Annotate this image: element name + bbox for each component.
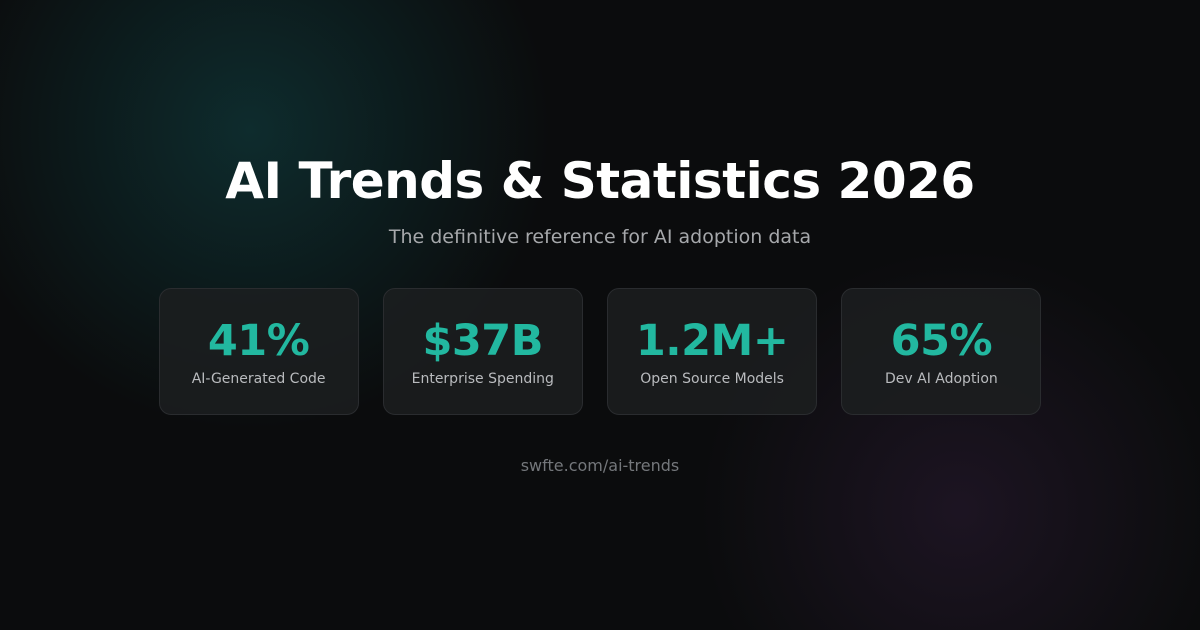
stat-card: $37B Enterprise Spending <box>382 288 583 415</box>
title: AI Trends & Statistics 2026 <box>225 152 975 210</box>
stat-card: 65% Dev AI Adoption <box>841 288 1042 415</box>
stat-label: Dev AI Adoption <box>884 371 998 387</box>
stat-value: $37B <box>422 316 544 366</box>
stat-value: 1.2M+ <box>635 316 789 366</box>
stat-label: AI-Generated Code <box>191 371 326 387</box>
stat-card: 41% AI-Generated Code <box>158 288 359 415</box>
stat-value: 65% <box>890 316 993 366</box>
subtitle: The definitive reference for AI adoption… <box>388 226 812 248</box>
stat-label: Open Source Models <box>640 371 784 387</box>
stat-value: 41% <box>207 316 310 366</box>
stat-label: Enterprise Spending <box>411 371 554 387</box>
stat-card: 1.2M+ Open Source Models <box>606 288 818 415</box>
url: swfte.com/ai-trends <box>520 456 680 475</box>
stat-cards: 41% AI-Generated Code $37B Enterprise Spend… <box>0 288 1200 415</box>
